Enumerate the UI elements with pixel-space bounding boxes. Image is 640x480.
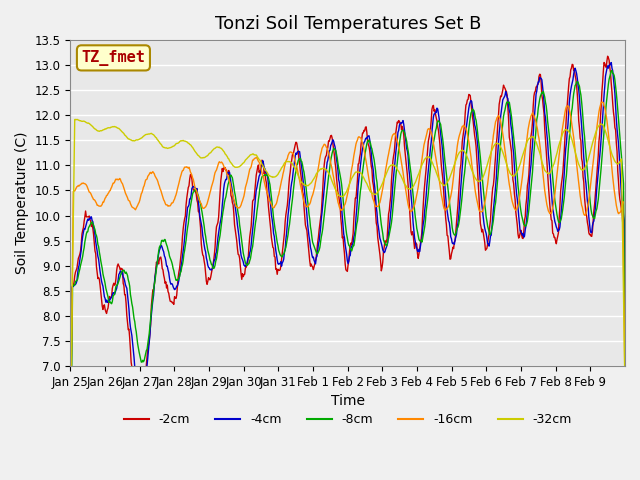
-32cm <box>132 137 140 143</box>
-16cm <box>436 181 444 187</box>
-32cm <box>406 186 413 192</box>
X-axis label: Time: Time <box>331 394 365 408</box>
-8cm <box>234 206 241 212</box>
-4cm <box>261 166 269 172</box>
Legend: -2cm, -4cm, -8cm, -16cm, -32cm: -2cm, -4cm, -8cm, -16cm, -32cm <box>118 408 577 432</box>
-32cm <box>262 168 269 173</box>
Line: -2cm: -2cm <box>70 56 625 435</box>
-2cm <box>67 432 74 438</box>
-8cm <box>621 363 629 369</box>
-8cm <box>608 68 616 73</box>
-4cm <box>436 124 444 130</box>
Y-axis label: Soil Temperature (C): Soil Temperature (C) <box>15 132 29 274</box>
-2cm <box>261 168 269 174</box>
-16cm <box>282 158 290 164</box>
-2cm <box>132 392 140 397</box>
-32cm <box>621 386 629 392</box>
-16cm <box>621 388 629 394</box>
-4cm <box>234 222 241 228</box>
Line: -8cm: -8cm <box>70 71 625 480</box>
-8cm <box>282 244 290 250</box>
-2cm <box>621 385 629 391</box>
Line: -4cm: -4cm <box>70 62 625 480</box>
-2cm <box>234 246 241 252</box>
-2cm <box>282 212 290 217</box>
-8cm <box>132 325 140 331</box>
-2cm <box>604 53 611 59</box>
-32cm <box>67 415 74 420</box>
-16cm <box>234 205 241 211</box>
-16cm <box>67 452 74 458</box>
-16cm <box>405 204 413 210</box>
Line: -32cm: -32cm <box>70 120 625 418</box>
Text: TZ_fmet: TZ_fmet <box>81 50 145 66</box>
-32cm <box>234 164 242 170</box>
Line: -16cm: -16cm <box>70 102 625 455</box>
-8cm <box>436 120 444 126</box>
-16cm <box>598 99 605 105</box>
-32cm <box>73 117 81 122</box>
-4cm <box>132 368 140 374</box>
-2cm <box>436 141 444 147</box>
-4cm <box>607 60 615 65</box>
-32cm <box>283 158 291 164</box>
-4cm <box>282 237 290 242</box>
-4cm <box>621 345 629 350</box>
-4cm <box>405 166 413 171</box>
-32cm <box>436 180 444 185</box>
Title: Tonzi Soil Temperatures Set B: Tonzi Soil Temperatures Set B <box>214 15 481 33</box>
-16cm <box>132 207 140 213</box>
-16cm <box>261 182 269 188</box>
-8cm <box>405 153 413 158</box>
-8cm <box>261 172 269 178</box>
-2cm <box>405 194 413 200</box>
